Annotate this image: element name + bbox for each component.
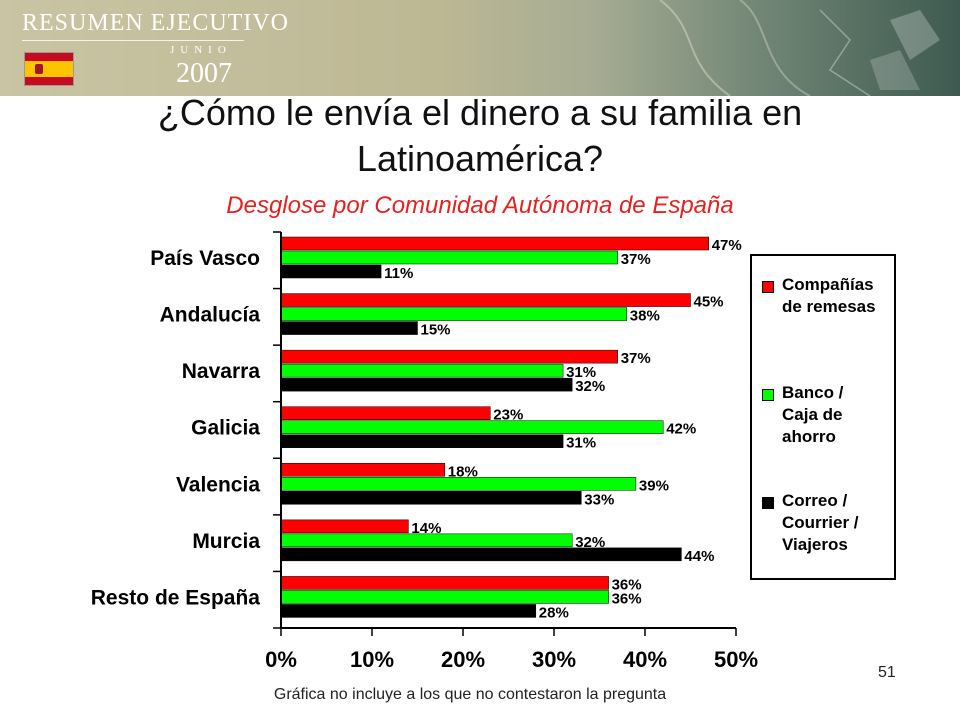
bar [280,477,637,491]
data-label: 45% [694,294,724,311]
data-label: 18% [448,463,478,480]
slide-subtitle: Desglose por Comunidad Autónoma de Españ… [226,192,734,219]
data-label: 11% [384,265,413,282]
x-tick-label: 30% [532,647,576,672]
x-tick-label: 20% [441,647,485,672]
footnote: Gráfica no incluye a los que no contesta… [273,686,667,703]
banner-title: RESUMEN EJECUTIVO [22,10,289,36]
bar [280,576,609,590]
data-label: 37% [621,350,651,367]
data-label: 33% [584,491,614,508]
bar [280,264,382,279]
legend-label: Compañías de remesas [782,275,876,316]
data-label: 44% [684,548,714,565]
banner-divider [22,40,244,41]
category-label: Galicia [191,417,260,440]
bar [280,463,446,477]
legend-swatch [762,389,774,401]
legend-item: Compañías de remesas [762,274,876,318]
data-label: 15% [421,322,451,339]
spain-flag-icon [24,52,74,86]
data-label: 38% [630,308,660,325]
bar [280,349,618,364]
data-label: 47% [712,237,742,254]
category-label: Navarra [182,360,261,383]
data-label: 42% [666,421,696,438]
x-tick-label: 10% [350,647,394,672]
data-label: 36% [612,590,642,607]
bar [280,547,682,562]
x-tick-label: 40% [623,647,667,672]
category-label: País Vasco [150,247,260,270]
legend-label: Banco / Caja de ahorro [782,383,844,446]
bar [280,236,709,251]
bar [280,491,582,505]
data-label: 14% [411,520,441,537]
data-label: 31% [566,435,596,452]
x-tick-label: 50% [714,647,758,672]
bar [280,250,618,265]
bar [280,604,537,618]
data-label: 31% [566,364,596,381]
data-label: 28% [539,604,569,621]
data-label: 32% [575,534,605,551]
chart-legend: Compañías de remesas Banco / Caja de ahor… [750,254,896,580]
legend-swatch [762,497,774,509]
bar [280,434,564,448]
x-tick-label: 0% [265,647,297,672]
bar [280,307,628,321]
category-label: Murcia [192,530,260,553]
data-label: 37% [621,251,651,268]
data-label: 32% [575,378,605,395]
slide-title: ¿Cómo le envía el dinero a su familia en… [157,92,803,179]
bar [280,519,409,534]
banner-month: JUNIO [170,44,232,56]
bar [280,406,491,420]
bar [280,293,691,307]
data-label: 39% [639,477,669,494]
banner-year: 2007 [176,58,232,89]
bar [280,420,664,434]
legend-item: Banco / Caja de ahorro [762,382,843,448]
legend-item: Correo / Courrier / Viajeros [762,490,859,556]
bar [280,321,418,335]
page-number: 51 [878,664,896,681]
bar [280,533,573,548]
category-label: Valencia [176,473,260,496]
legend-swatch [762,281,774,293]
legend-label: Correo / Courrier / Viajeros [782,491,859,554]
map-decoration-icon [659,0,940,96]
bar [280,363,564,378]
category-label: Resto de España [91,586,261,609]
category-label: Andalucía [160,304,261,327]
data-label: 36% [612,576,642,593]
header-banner: RESUMEN EJECUTIVO JUNIO 2007 [0,0,960,96]
bar [280,590,609,604]
data-label: 23% [493,407,523,424]
bar [280,377,573,392]
